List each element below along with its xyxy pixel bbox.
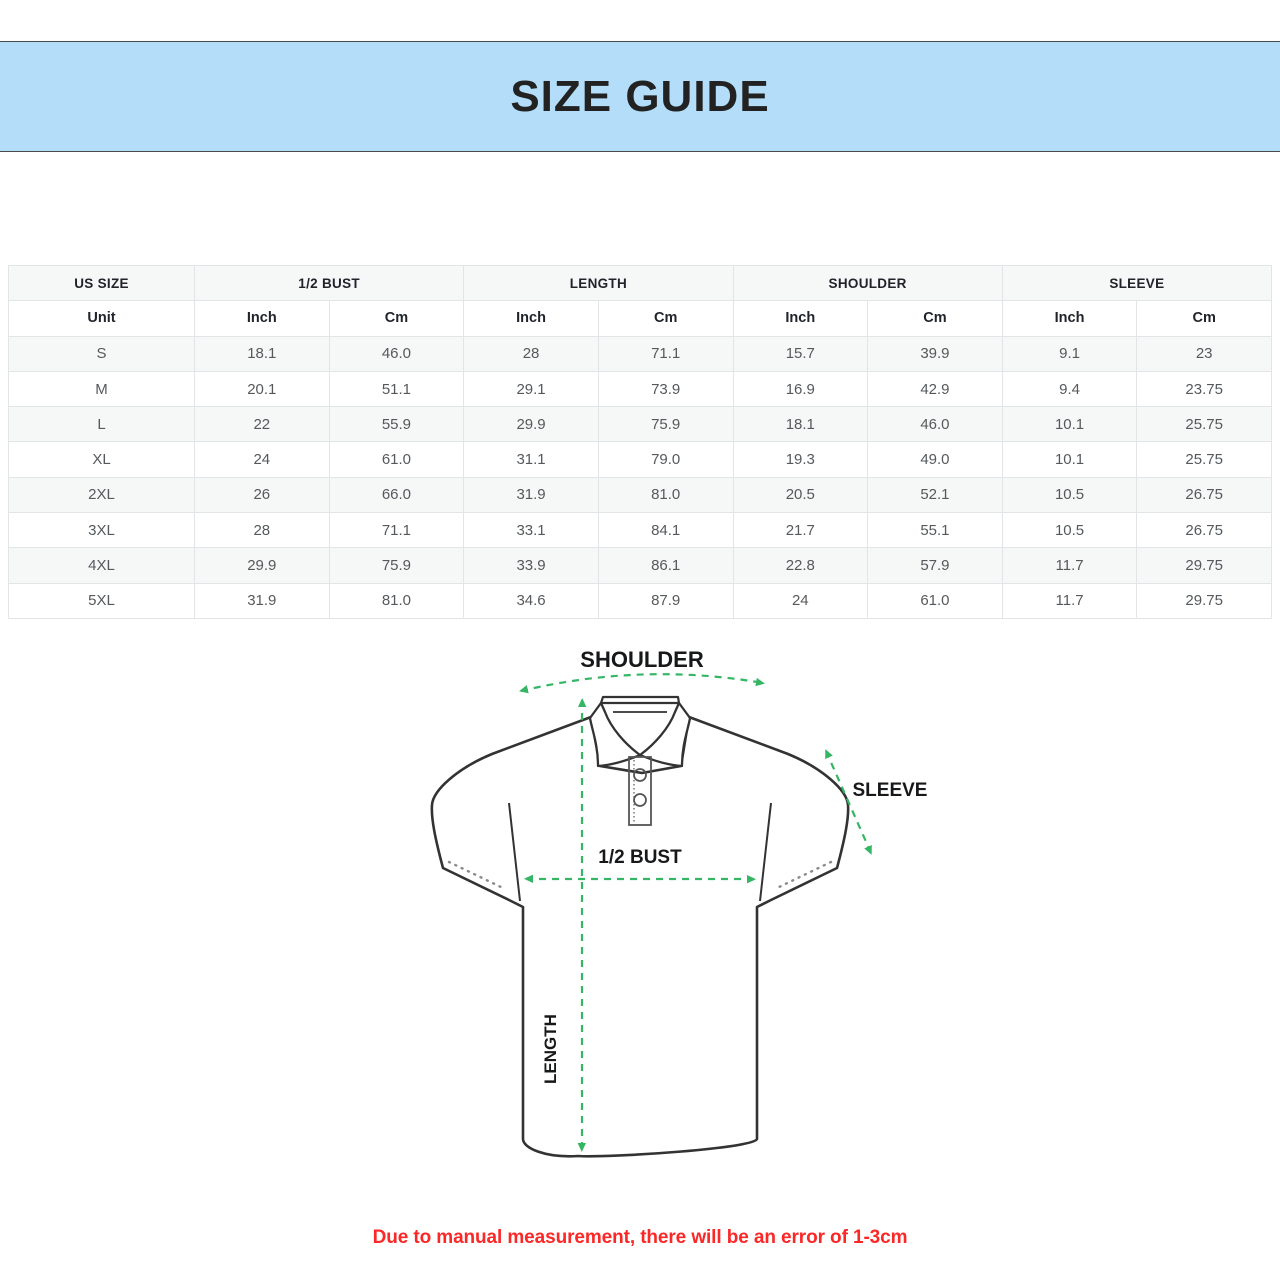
svg-text:LENGTH: LENGTH [541,1014,560,1084]
svg-text:SLEEVE: SLEEVE [853,780,928,801]
svg-text:SHOULDER: SHOULDER [580,647,704,672]
svg-text:1/2 BUST: 1/2 BUST [598,847,682,868]
